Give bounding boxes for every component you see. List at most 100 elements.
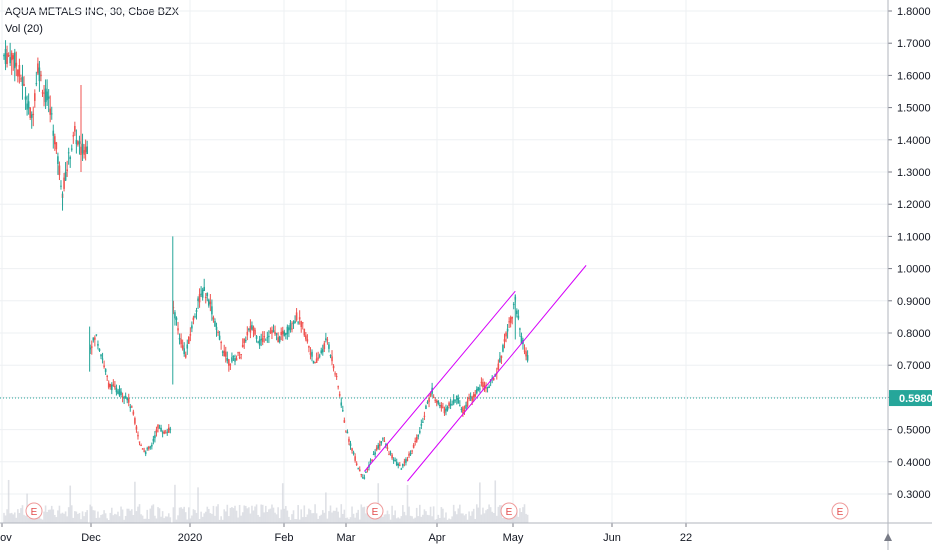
volume-bar <box>208 508 210 523</box>
candle-body <box>419 430 421 433</box>
volume-bar <box>360 504 363 523</box>
candle-body <box>211 306 213 315</box>
volume-bar <box>323 512 326 523</box>
volume-bar <box>374 519 376 523</box>
candle-body <box>204 296 207 299</box>
candle-body <box>107 382 110 388</box>
candle-body <box>55 142 58 150</box>
volume-bar <box>67 507 70 523</box>
volume-bar <box>332 510 335 523</box>
volume-bar <box>15 517 18 523</box>
volume-bar <box>343 509 346 523</box>
y-tick-label: 1.5000 <box>897 103 931 115</box>
volume-bar <box>178 507 181 523</box>
candle-body <box>331 356 333 362</box>
candle-body <box>64 171 67 181</box>
candle-body <box>155 429 158 433</box>
candle-body <box>114 385 116 388</box>
volume-bar <box>23 514 25 523</box>
candle-body <box>50 113 53 115</box>
volume-bar <box>232 508 235 523</box>
volume-bar <box>4 515 7 523</box>
trendlines[interactable] <box>363 265 587 482</box>
candle-body <box>234 358 236 362</box>
volume-bar <box>30 517 33 523</box>
candle-body <box>192 317 195 321</box>
volume-bar <box>237 517 239 523</box>
volume-bar <box>432 506 435 523</box>
volume-bar <box>325 492 327 523</box>
candle-body <box>454 399 457 401</box>
earnings-marker-label: E <box>372 507 379 518</box>
candle-body <box>81 143 84 154</box>
volume-bar <box>480 514 483 523</box>
volume-bar <box>266 512 269 523</box>
candle-body <box>146 448 149 450</box>
volume-bar <box>318 515 321 523</box>
candle-body <box>154 435 156 439</box>
volume-bar <box>475 504 478 523</box>
volume-bar <box>492 512 495 523</box>
volume-bar <box>18 512 21 523</box>
volume-bar <box>411 516 413 523</box>
volume-bar <box>112 515 115 523</box>
candle-body <box>442 406 444 408</box>
y-tick-label: 0.4000 <box>897 457 931 469</box>
volume-bar <box>238 504 241 523</box>
volume-bar <box>300 509 303 523</box>
candle-body <box>67 152 70 154</box>
candle-body <box>389 452 392 454</box>
candle-body <box>30 114 33 118</box>
volume-bar <box>126 508 128 523</box>
volume-bar <box>134 481 136 523</box>
y-tick-label: 0.5000 <box>897 425 931 437</box>
volume-bar <box>425 511 427 523</box>
candle-body <box>425 405 427 409</box>
candle-body <box>257 341 259 343</box>
candle-body <box>409 453 412 455</box>
volume-bar <box>488 504 490 523</box>
candle-body <box>258 339 261 346</box>
candle-body <box>12 55 15 60</box>
volume-bar <box>17 509 19 523</box>
candle-body <box>26 103 28 110</box>
candle-body <box>95 334 98 336</box>
candle-body <box>398 464 401 466</box>
volume-indicator-label: Vol (20) <box>5 23 43 35</box>
candle-body <box>223 350 226 357</box>
volume-bar <box>75 511 78 523</box>
candle-body <box>497 363 500 370</box>
volume-bar <box>499 505 501 523</box>
candle-body <box>422 421 424 423</box>
candle-body <box>167 427 170 433</box>
volume-bar <box>234 505 236 523</box>
volume-bar <box>195 512 198 523</box>
volume-bar <box>229 507 232 523</box>
volume-bar <box>419 504 421 523</box>
candle-body <box>280 331 282 335</box>
candle-body <box>268 335 270 337</box>
volume-bar <box>471 511 473 523</box>
candle-body <box>100 354 102 357</box>
volume-bar <box>460 513 463 523</box>
earnings-marker-label: E <box>31 507 38 518</box>
candle-body <box>66 169 68 172</box>
volume-bar <box>355 512 358 523</box>
candle-body <box>351 448 353 451</box>
volume-bar <box>306 514 309 523</box>
volume-bar <box>109 512 112 523</box>
candle-body <box>318 355 321 357</box>
candle-body <box>406 459 409 461</box>
candle-body <box>400 468 403 470</box>
volume-bar <box>94 510 96 523</box>
candle-body <box>41 92 44 94</box>
volume-bar <box>57 510 59 523</box>
volume-bar <box>127 508 130 523</box>
candle-body <box>309 352 312 355</box>
candle-body <box>321 349 324 353</box>
candle-body <box>392 459 395 461</box>
volume-bar <box>385 514 387 523</box>
volume-bar <box>288 516 290 523</box>
